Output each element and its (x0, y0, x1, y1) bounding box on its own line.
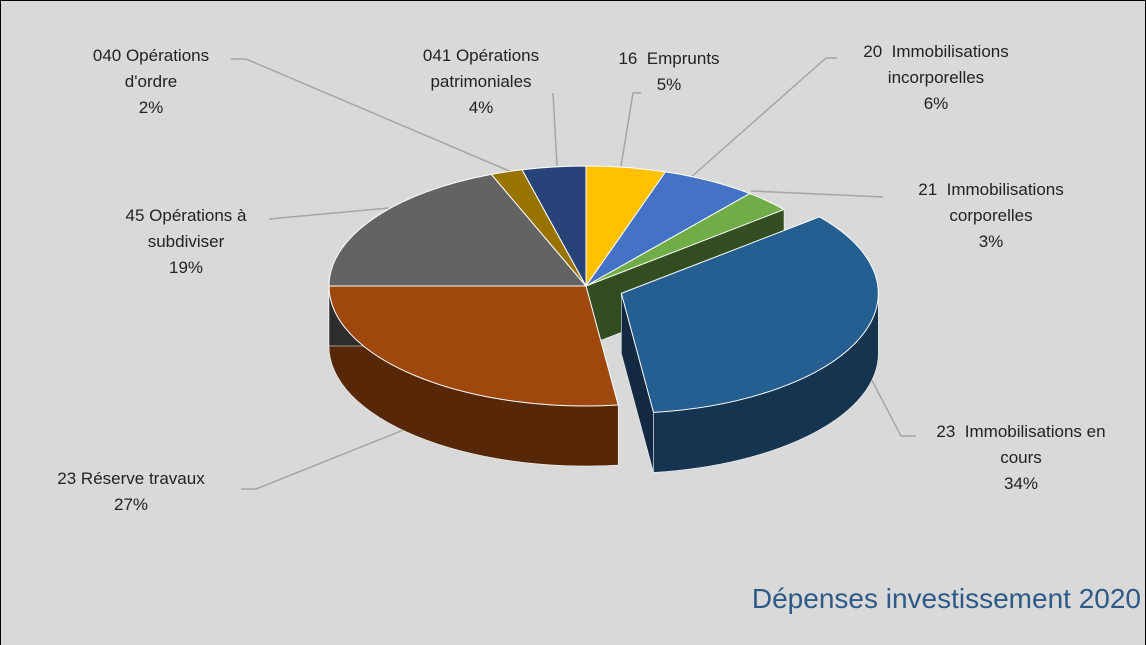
slice-label: 23 Immobilisations en cours 34% (921, 419, 1121, 497)
leader-line (268, 207, 390, 220)
leader-line (552, 92, 558, 167)
slice-label: 040 Opérations d'ordre 2% (66, 43, 236, 121)
value-label: 2% (138, 98, 164, 117)
value-label: 27% (113, 495, 149, 514)
category-label: 23 Immobilisations en cours (936, 422, 1111, 467)
category-label: 16 Emprunts (618, 49, 720, 68)
value-label: 3% (978, 232, 1004, 251)
leader-line (866, 370, 916, 437)
value-label: 19% (168, 258, 204, 277)
chart-title: Dépenses investissement 2020 (751, 583, 1141, 614)
leader-line (688, 57, 837, 180)
category-label: 20 Immobilisations incorporelles (863, 42, 1014, 87)
category-label: 45 Opérations à subdiviser (125, 206, 252, 251)
slice (521, 165, 587, 287)
slice-label: 21 Immobilisations corporelles 3% (891, 177, 1091, 255)
slice-label: 23 Réserve travaux 27% (11, 466, 251, 518)
value-label: 4% (468, 98, 494, 117)
value-label: 34% (1003, 474, 1039, 493)
leader-line (241, 428, 407, 490)
slice (328, 285, 619, 407)
leader-line (231, 58, 515, 174)
value-label: 6% (923, 94, 949, 113)
leader-line (750, 190, 884, 198)
value-label: 5% (656, 75, 682, 94)
slice (585, 192, 786, 287)
category-label: 040 Opérations d'ordre (92, 46, 214, 91)
slice (328, 173, 588, 287)
category-label: 041 Opérations patrimoniales (422, 46, 544, 91)
leader-line (620, 92, 641, 167)
slice-label: 20 Immobilisations incorporelles 6% (846, 39, 1026, 117)
pie (328, 165, 879, 473)
category-label: 21 Immobilisations corporelles (918, 180, 1069, 225)
slice-label: 041 Opérations patrimoniales 4% (396, 43, 566, 121)
slice-label: 16 Emprunts 5% (599, 46, 739, 98)
leader-lines (231, 57, 916, 490)
slice-label: 45 Opérations à subdiviser 19% (101, 203, 271, 281)
slice (620, 216, 879, 413)
category-label: 23 Réserve travaux (57, 469, 205, 488)
